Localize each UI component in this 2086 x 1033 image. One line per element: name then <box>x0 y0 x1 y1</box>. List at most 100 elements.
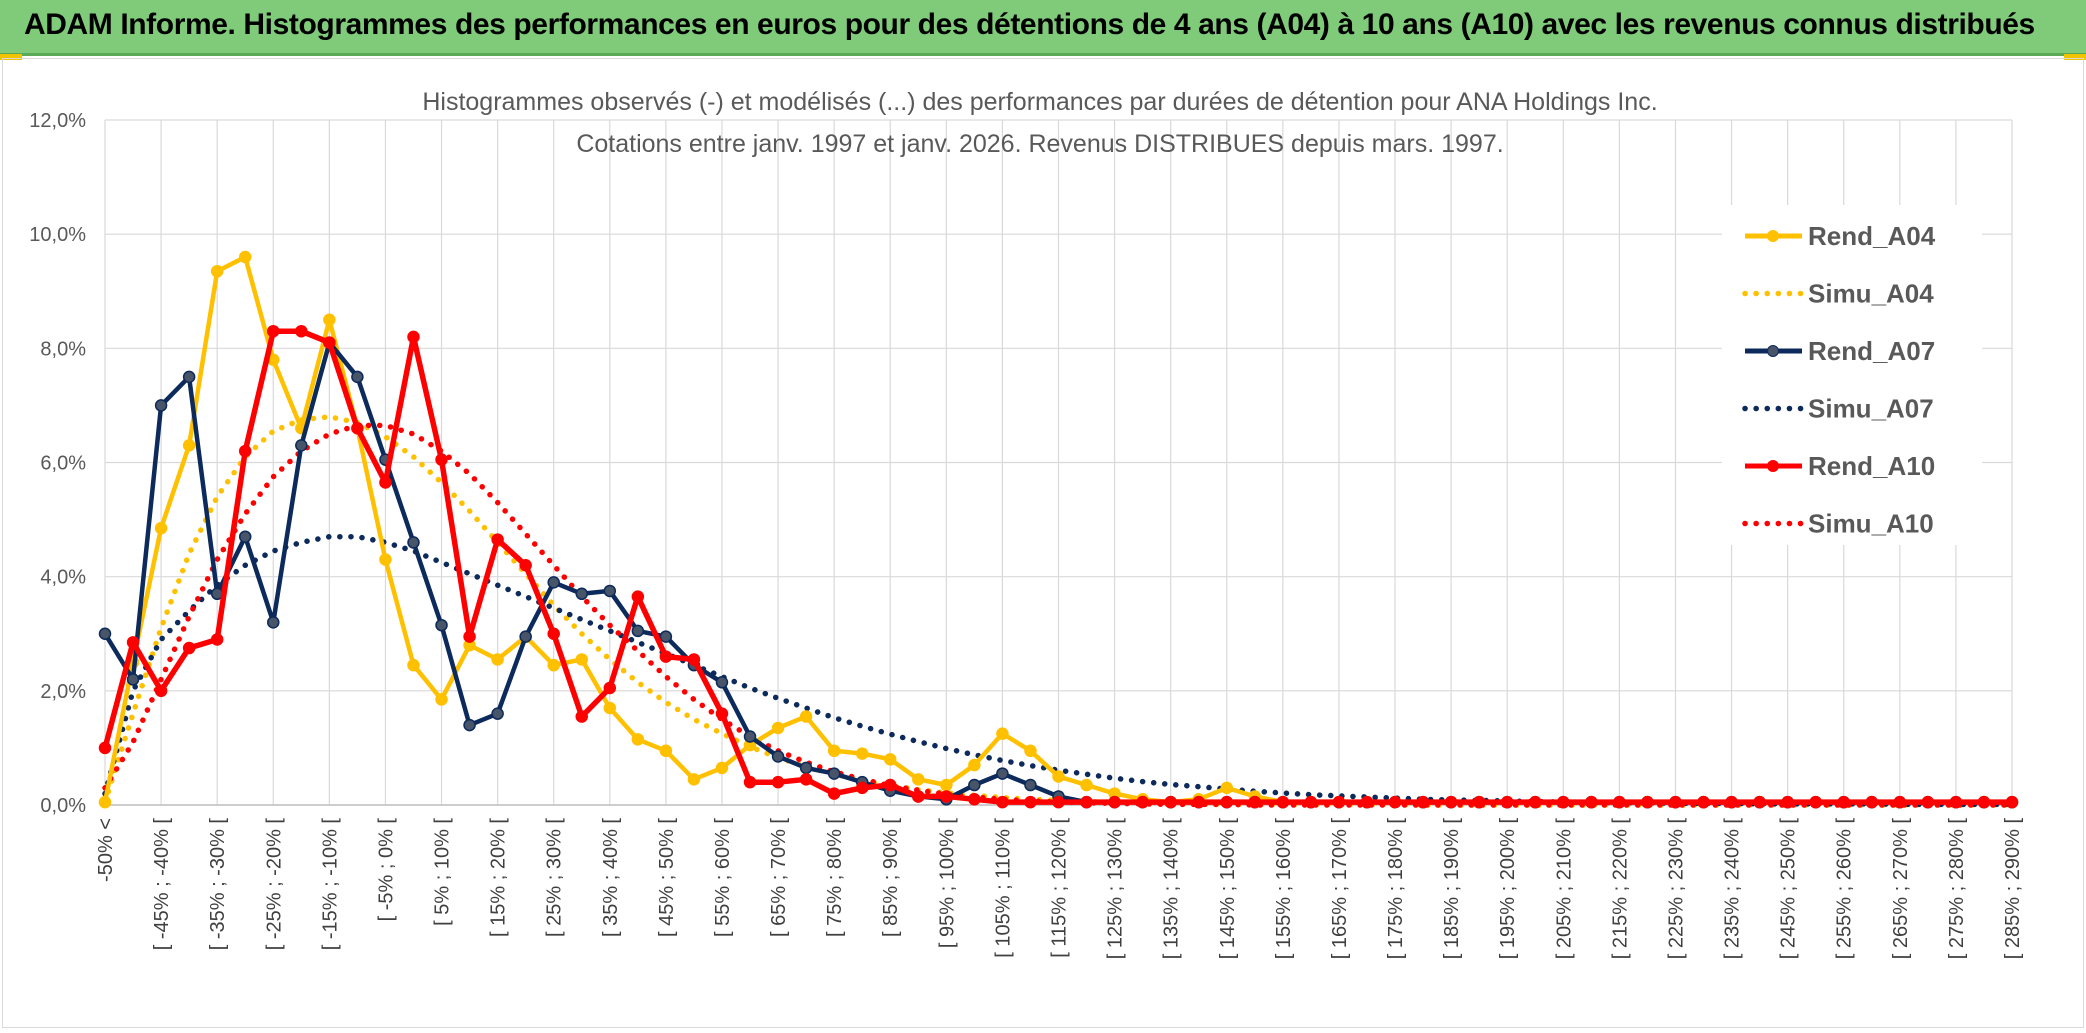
data-point <box>238 444 252 458</box>
data-point <box>771 775 785 789</box>
y-tick-label: 6,0% <box>40 453 86 475</box>
data-point <box>519 630 532 643</box>
x-tick-label: [ 35% ; 40% [ <box>600 818 622 937</box>
legend-item-Simu_A10: Simu_A10 <box>1742 509 1934 539</box>
data-point <box>1136 795 1149 809</box>
data-point <box>1472 795 1486 809</box>
data-point <box>1781 795 1794 809</box>
data-point <box>1276 795 1290 809</box>
data-point <box>799 761 813 775</box>
data-point <box>2005 795 2019 809</box>
x-tick-label: [ 285% ; 290% [ <box>2002 818 2024 960</box>
data-point <box>912 773 925 786</box>
data-point <box>154 684 168 698</box>
data-point <box>491 707 504 720</box>
data-point <box>210 633 224 646</box>
data-point <box>1108 795 1121 809</box>
legend-label: Rend_A10 <box>1808 451 1935 481</box>
x-tick-label: [ 25% ; 30% [ <box>544 818 566 937</box>
y-tick-label: 4,0% <box>40 567 86 589</box>
x-tick-label: [ 15% ; 20% [ <box>488 818 510 937</box>
data-point <box>1304 795 1318 809</box>
data-point <box>799 710 813 723</box>
data-point <box>743 775 757 789</box>
x-tick-label: [ 145% ; 150% [ <box>1217 818 1239 960</box>
legend-box <box>1722 205 1982 545</box>
data-point <box>715 707 729 720</box>
x-tick-label: [ -25% ; -20% [ <box>263 818 285 951</box>
data-point <box>1024 795 1037 809</box>
data-point <box>603 681 617 695</box>
x-tick-label: -50% < <box>95 818 117 882</box>
x-tick-label: [ 65% ; 70% [ <box>768 818 790 937</box>
data-point <box>996 795 1009 809</box>
data-point <box>940 790 953 803</box>
data-point <box>996 727 1009 740</box>
x-tick-label: [ 245% ; 250% [ <box>1778 818 1800 960</box>
data-point <box>575 710 588 723</box>
data-point <box>1080 795 1093 809</box>
data-point <box>1865 795 1879 809</box>
data-point <box>575 587 588 601</box>
data-point <box>1332 795 1346 809</box>
data-point <box>519 559 532 572</box>
data-point <box>407 536 420 549</box>
y-axis-ticks: 0,0% 2,0% 4,0% 6,0% 8,0% 10,0% 12,0% <box>29 110 86 817</box>
x-axis-ticks: -50% < [ -45% ; -40% [[ -35% ; -30% [[ -2… <box>95 818 2024 960</box>
y-tick-label: 8,0% <box>40 338 86 360</box>
data-point <box>1557 795 1570 809</box>
data-point <box>1164 795 1177 809</box>
x-tick-label: [ 275% ; 280% [ <box>1946 818 1968 960</box>
x-tick-label: [ 225% ; 230% [ <box>1665 818 1687 960</box>
corner-accent-left <box>0 54 22 60</box>
data-point <box>491 653 504 666</box>
x-tick-label: [ -5% ; 0% [ <box>375 818 397 922</box>
legend-item-Rend_A10: Rend_A10 <box>1745 451 1935 481</box>
data-point <box>799 773 813 786</box>
x-tick-label: [ 85% ; 90% [ <box>880 818 902 937</box>
grid <box>104 119 2013 806</box>
corner-accent-right <box>2064 54 2086 60</box>
legend-label: Simu_A10 <box>1808 509 1934 539</box>
x-tick-label: [ 165% ; 170% [ <box>1329 818 1351 960</box>
data-point <box>351 370 364 384</box>
data-point <box>182 641 196 655</box>
legend-item-Rend_A04: Rend_A04 <box>1745 221 1936 251</box>
y-tick-label: 0,0% <box>40 795 86 817</box>
data-point <box>435 618 448 632</box>
data-point <box>1080 778 1093 792</box>
data-point <box>463 718 476 732</box>
data-point <box>407 658 420 672</box>
data-point <box>968 778 981 792</box>
data-point <box>715 761 729 775</box>
data-point <box>435 453 448 466</box>
x-tick-label: [ 235% ; 240% [ <box>1722 818 1744 960</box>
legend-marker <box>1767 345 1779 357</box>
series-Rend_A10 <box>98 324 2019 809</box>
data-point <box>351 422 364 435</box>
data-point <box>238 530 252 543</box>
report-banner: ADAM Informe. Histogrammes des performan… <box>0 0 2086 56</box>
x-tick-label: [ 105% ; 110% [ <box>992 818 1014 958</box>
data-point <box>1192 795 1205 809</box>
data-point <box>379 476 392 489</box>
x-tick-label: [ 5% ; 10% [ <box>432 818 454 926</box>
y-tick-label: 12,0% <box>29 110 86 132</box>
data-point <box>323 313 336 327</box>
data-point <box>182 370 196 384</box>
data-point <box>295 324 308 338</box>
data-point <box>968 793 981 806</box>
data-point <box>98 627 112 640</box>
x-tick-label: [ 55% ; 60% [ <box>712 818 734 937</box>
data-point <box>687 653 701 666</box>
data-point <box>687 773 701 786</box>
data-point <box>631 624 645 638</box>
data-point <box>659 744 673 758</box>
data-point <box>210 265 224 278</box>
data-point <box>855 781 869 795</box>
legend-label: Simu_A04 <box>1808 279 1934 309</box>
y-tick-label: 10,0% <box>29 224 86 246</box>
data-point <box>631 733 645 746</box>
data-point <box>1220 795 1234 809</box>
